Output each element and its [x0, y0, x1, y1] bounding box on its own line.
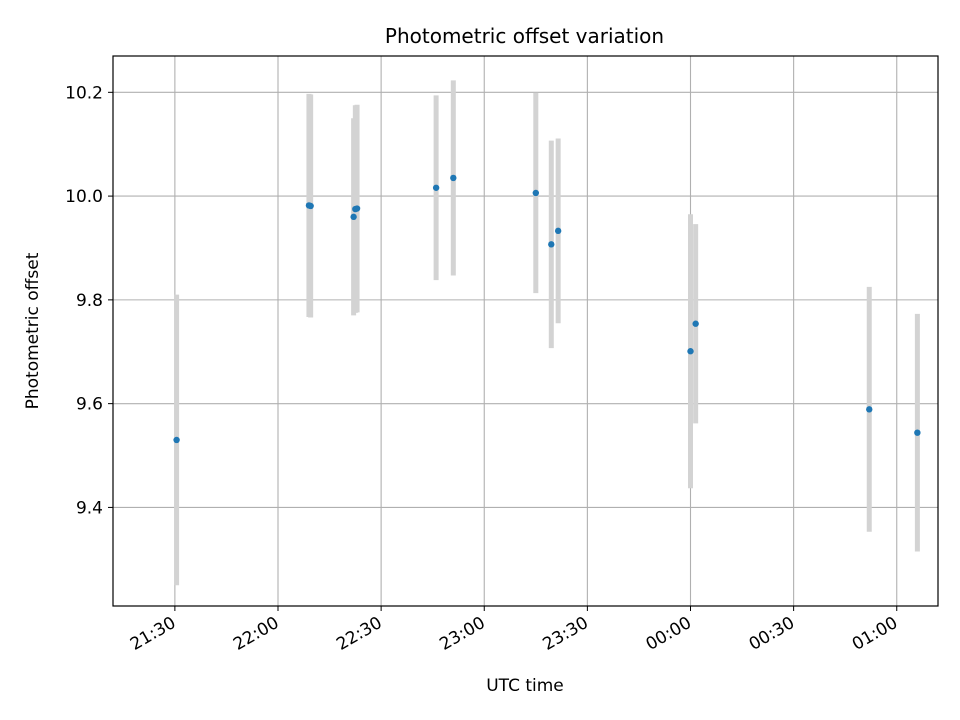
data-point: [532, 189, 540, 197]
x-axis-title: UTC time: [486, 676, 564, 696]
y-tick-label: 9.8: [76, 291, 103, 311]
data-point: [353, 205, 361, 212]
data-point: [548, 241, 555, 248]
plot-frame: [112, 55, 939, 607]
y-tick-label: 10.2: [65, 83, 103, 103]
data-point: [692, 320, 699, 327]
data-point: [866, 406, 873, 413]
data-points: [173, 174, 921, 444]
data-point: [173, 436, 180, 444]
y-axis: 9.4 9.6 9.8 10.0 10.2: [65, 83, 113, 518]
data-point: [350, 213, 357, 221]
data-point: [554, 227, 562, 235]
y-tick-label: 9.6: [76, 395, 103, 415]
data-point: [687, 348, 694, 355]
chart-title: Photometric offset variation: [385, 24, 664, 48]
data-point: [914, 429, 921, 436]
data-point: [432, 184, 440, 191]
y-tick-label: 10.0: [65, 187, 103, 207]
y-axis-title: Photometric offset: [23, 252, 43, 409]
data-point: [450, 174, 457, 182]
data-point: [307, 202, 314, 210]
y-tick-label: 9.4: [76, 498, 103, 518]
